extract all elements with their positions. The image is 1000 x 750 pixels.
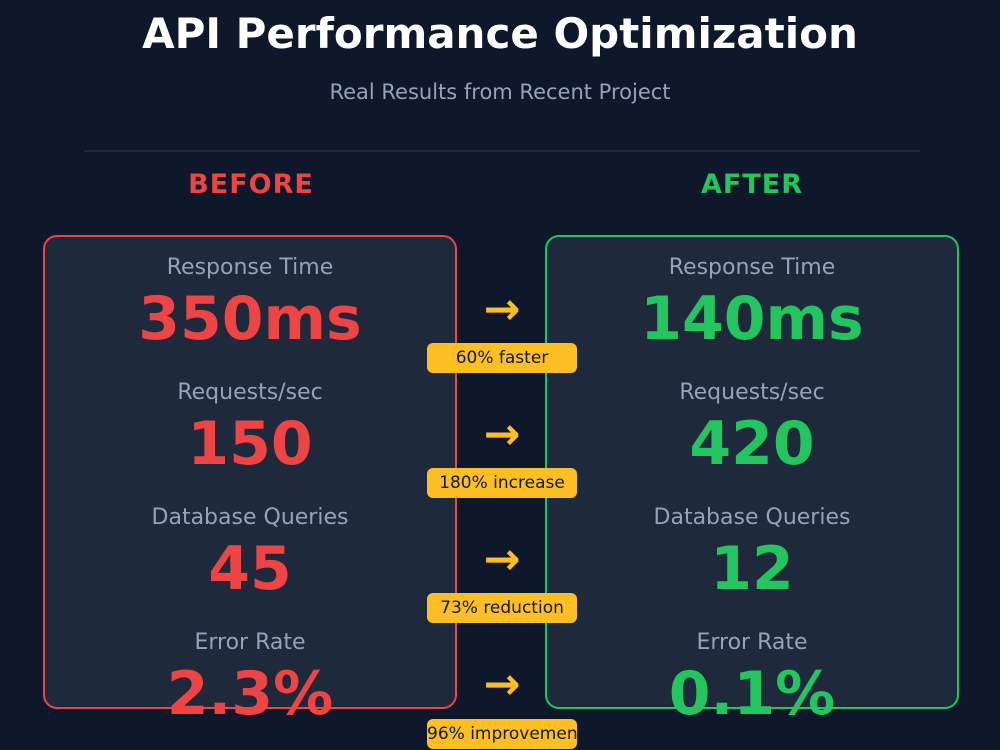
arrow-right-icon: → <box>483 409 521 460</box>
change-badge: 60% faster <box>427 343 577 373</box>
before-heading: BEFORE <box>188 169 314 200</box>
metric-label: Database Queries <box>653 505 851 530</box>
metric-value: 45 <box>208 534 292 604</box>
page-subtitle: Real Results from Recent Project <box>329 80 671 104</box>
metric-value: 140ms <box>640 284 864 354</box>
before-panel <box>43 235 457 709</box>
metric-value: 2.3% <box>166 659 334 729</box>
after-heading: AFTER <box>701 169 803 200</box>
metric-value: 420 <box>689 409 815 479</box>
metric-value: 350ms <box>138 284 362 354</box>
page-title: API Performance Optimization <box>142 9 858 58</box>
metric-label: Database Queries <box>151 505 349 530</box>
metric-value: 0.1% <box>668 659 836 729</box>
metric-value: 12 <box>710 534 794 604</box>
change-badge: 96% improvement <box>427 719 584 749</box>
metric-label: Error Rate <box>696 630 808 655</box>
metric-value: 150 <box>187 409 313 479</box>
arrow-right-icon: → <box>483 534 521 585</box>
change-badge: 180% increase <box>427 468 577 498</box>
after-panel <box>545 235 959 709</box>
metric-label: Response Time <box>166 255 334 280</box>
arrow-right-icon: → <box>483 284 521 335</box>
metric-label: Requests/sec <box>177 380 323 405</box>
metric-label: Requests/sec <box>679 380 825 405</box>
change-badge: 73% reduction <box>427 593 577 623</box>
metric-label: Response Time <box>668 255 836 280</box>
metric-label: Error Rate <box>194 630 306 655</box>
header-divider <box>84 150 920 152</box>
arrow-right-icon: → <box>483 659 521 710</box>
